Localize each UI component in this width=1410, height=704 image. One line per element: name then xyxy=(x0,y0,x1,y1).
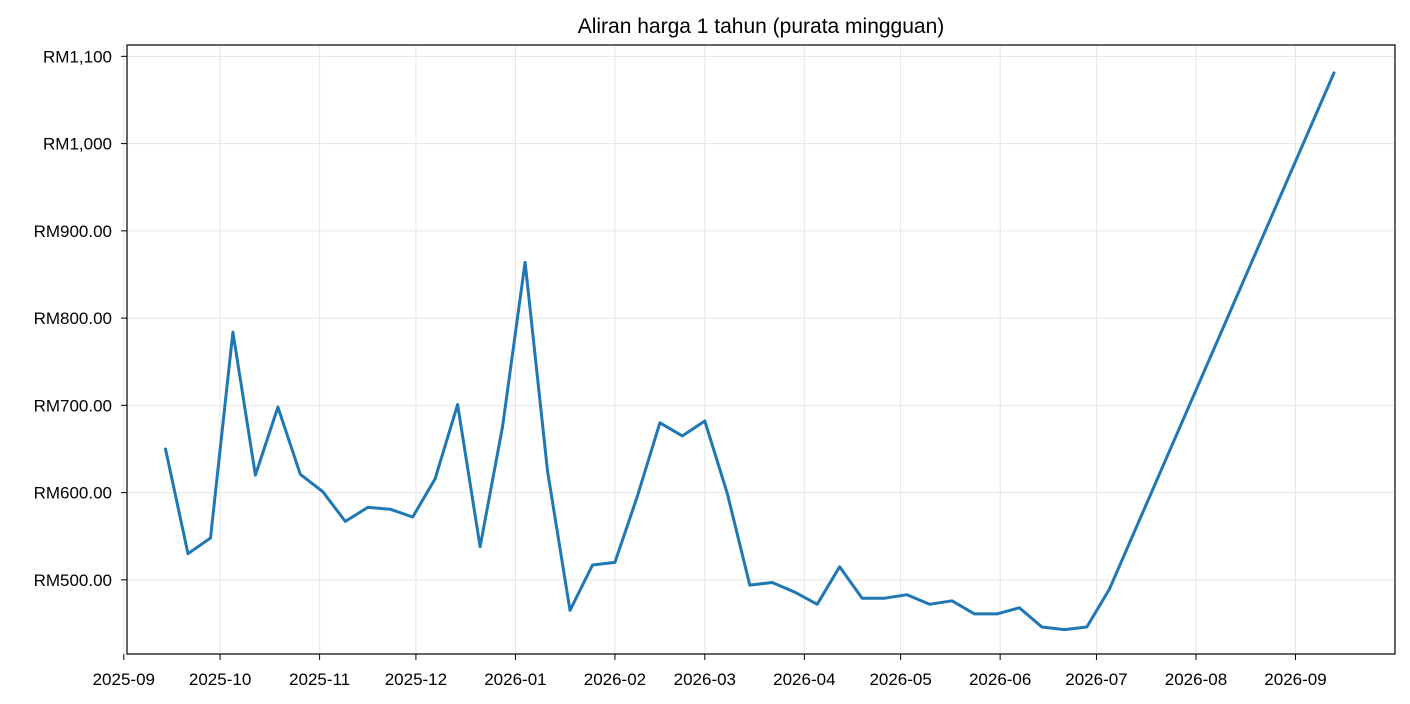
x-tick-label: 2025-09 xyxy=(93,670,155,689)
y-tick-label: RM1,100 xyxy=(43,47,112,66)
x-tick-label: 2026-06 xyxy=(969,670,1031,689)
x-tick-label: 2026-03 xyxy=(674,670,736,689)
x-tick-label: 2026-09 xyxy=(1264,670,1326,689)
x-tick-label: 2026-05 xyxy=(869,670,931,689)
x-tick-label: 2026-07 xyxy=(1065,670,1127,689)
y-tick-label: RM800.00 xyxy=(34,309,112,328)
x-tick-label: 2026-01 xyxy=(484,670,546,689)
x-tick-label: 2025-11 xyxy=(289,670,350,689)
x-tick-label: 2026-08 xyxy=(1165,670,1227,689)
y-tick-label: RM1,000 xyxy=(43,135,112,154)
y-tick-label: RM900.00 xyxy=(34,222,112,241)
y-tick-label: RM500.00 xyxy=(34,571,112,590)
chart-title: Aliran harga 1 tahun (purata mingguan) xyxy=(578,15,945,38)
y-tick-label: RM600.00 xyxy=(34,484,112,503)
x-tick-label: 2026-04 xyxy=(773,670,835,689)
y-tick-label: RM700.00 xyxy=(34,396,112,415)
plot-frame xyxy=(126,44,1396,655)
y-axis: RM500.00 RM600.00 RM700.00 RM800.00 RM900.00… xyxy=(34,47,127,590)
series-layer xyxy=(164,71,1336,632)
x-tick-label: 2026-02 xyxy=(584,670,646,689)
x-tick-label: 2025-12 xyxy=(385,670,447,689)
grid xyxy=(123,45,1395,654)
series-line xyxy=(164,71,1336,632)
x-axis: 2025-09 2025-10 2025-11 2025-12 2026-01 2026-… xyxy=(93,654,1327,689)
x-tick-label: 2025-10 xyxy=(189,670,251,689)
